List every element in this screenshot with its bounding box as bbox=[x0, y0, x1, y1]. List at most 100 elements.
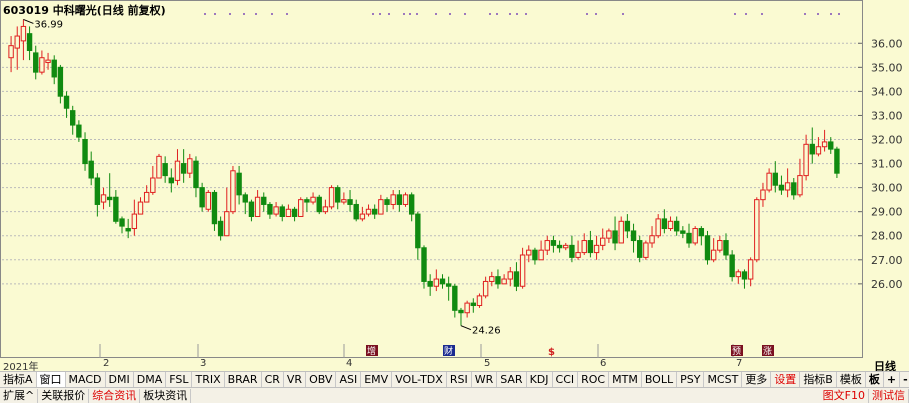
candle-body bbox=[70, 110, 76, 126]
candle-body bbox=[131, 213, 138, 230]
indicator-tab[interactable]: VOL-TDX bbox=[392, 372, 447, 388]
rights-dot bbox=[525, 13, 527, 15]
candle-body bbox=[187, 158, 193, 174]
candle-body bbox=[532, 249, 538, 261]
indicator-tab[interactable]: ROC bbox=[578, 372, 610, 388]
candle-body bbox=[254, 196, 261, 217]
period-label[interactable]: 日线 bbox=[874, 360, 896, 373]
template-button[interactable]: 模板 bbox=[837, 372, 866, 388]
y-tick-label: 26.00 bbox=[871, 278, 903, 291]
candle-body bbox=[680, 230, 686, 234]
candle-body bbox=[359, 213, 366, 220]
bottom-tab[interactable]: 综合资讯 bbox=[89, 388, 141, 403]
candle-body bbox=[224, 211, 230, 237]
indicator-tab[interactable]: MCST bbox=[704, 372, 743, 388]
candle-body bbox=[39, 57, 45, 73]
event-marker-box bbox=[443, 345, 455, 356]
candle-body bbox=[519, 254, 526, 287]
candle-body bbox=[45, 59, 51, 64]
indicator-tab[interactable]: PSY bbox=[677, 372, 705, 388]
indicator-tab[interactable]: WR bbox=[472, 372, 498, 388]
candle-body bbox=[692, 228, 698, 244]
rights-dot bbox=[271, 13, 273, 15]
candle-body bbox=[316, 196, 322, 213]
candle-body bbox=[273, 206, 279, 215]
zoom-in-button[interactable]: + bbox=[884, 372, 901, 388]
zoom-out-button[interactable]: - bbox=[900, 372, 909, 388]
indicator-tab[interactable]: RSI bbox=[447, 372, 472, 388]
candle-body bbox=[150, 177, 156, 193]
candle-body bbox=[778, 184, 785, 191]
f10-button[interactable]: 图文F10 bbox=[820, 388, 869, 403]
bottom-tab[interactable]: 关联报价 bbox=[38, 388, 90, 403]
event-marker-box bbox=[366, 345, 378, 356]
indicator-tab[interactable]: DMA bbox=[134, 372, 167, 388]
candle-body bbox=[384, 199, 390, 205]
indicator-tab[interactable]: 更多 bbox=[742, 372, 772, 388]
candle-body bbox=[754, 199, 760, 261]
bottom-tab[interactable]: 扩展^ bbox=[0, 388, 39, 403]
event-marker: 涨 bbox=[763, 346, 772, 357]
candle-body bbox=[279, 206, 285, 217]
rights-dot bbox=[435, 13, 437, 15]
y-tick-label: 36.00 bbox=[871, 37, 903, 50]
candle-body bbox=[230, 170, 236, 213]
candle-body bbox=[575, 252, 581, 258]
candle-body bbox=[162, 163, 168, 177]
candle-body bbox=[637, 240, 643, 258]
indicator-tab[interactable]: VR bbox=[284, 372, 307, 388]
rights-dot bbox=[489, 13, 491, 15]
candle-body bbox=[476, 295, 483, 307]
rights-dot bbox=[830, 13, 832, 15]
indicator-tab[interactable]: SAR bbox=[497, 372, 527, 388]
event-marker: 增 bbox=[367, 345, 376, 357]
board-button[interactable]: 板 bbox=[866, 372, 884, 388]
candle-body bbox=[538, 249, 544, 261]
indicator-b-button[interactable]: 指标B bbox=[800, 372, 837, 388]
candle-body bbox=[335, 187, 341, 203]
indicator-tab[interactable]: CR bbox=[262, 372, 284, 388]
event-marker: 财 bbox=[444, 345, 453, 357]
candlestick-svg[interactable]: 36.00 35.00 34.00 33.00 32.00 31.00 30.00 29.00… bbox=[0, 0, 909, 358]
indicator-tab[interactable]: 设置 bbox=[771, 372, 801, 388]
event-marker-box bbox=[731, 345, 743, 356]
candle-body bbox=[421, 247, 427, 282]
candle-body bbox=[507, 271, 513, 280]
indicator-tab[interactable]: MACD bbox=[66, 372, 106, 388]
indicator-tab[interactable]: KDJ bbox=[527, 372, 553, 388]
candle-body bbox=[328, 187, 335, 208]
candle-body bbox=[624, 220, 631, 232]
candle-body bbox=[211, 191, 218, 225]
indicator-tab[interactable]: MTM bbox=[609, 372, 642, 388]
indicator-tab[interactable]: BRAR bbox=[225, 372, 262, 388]
candle-body bbox=[667, 220, 674, 230]
indicator-tab[interactable]: TRIX bbox=[192, 372, 225, 388]
candle-body bbox=[63, 95, 70, 109]
rights-dot bbox=[416, 13, 418, 15]
y-tick-label: 29.00 bbox=[871, 206, 903, 219]
high-price-label: 36.99 bbox=[34, 19, 63, 30]
rights-dot bbox=[761, 13, 763, 15]
indicator-tab[interactable]: BOLL bbox=[642, 372, 678, 388]
indicator-tab[interactable]: ASI bbox=[336, 372, 362, 388]
event-marker-box bbox=[762, 345, 774, 356]
chart-frame bbox=[0, 0, 863, 358]
indicator-tab[interactable]: DMI bbox=[106, 372, 134, 388]
bottom-tab[interactable]: 板块资讯 bbox=[140, 388, 192, 403]
rights-dot bbox=[496, 13, 498, 15]
indicator-tab[interactable]: 指标A bbox=[0, 372, 37, 388]
indicator-tab[interactable]: EMV bbox=[361, 372, 393, 388]
rights-dot bbox=[586, 13, 588, 15]
rights-dot bbox=[204, 13, 206, 15]
indicator-tab[interactable]: CCI bbox=[553, 372, 579, 388]
indicator-tab[interactable]: FSL bbox=[166, 372, 193, 388]
indicator-tab[interactable]: OBV bbox=[306, 372, 337, 388]
candle-body bbox=[710, 249, 717, 261]
candle-body bbox=[495, 276, 501, 285]
indicator-tab[interactable]: 窗口 bbox=[36, 372, 66, 388]
info-button[interactable]: 测试信 bbox=[869, 388, 909, 403]
candle-body bbox=[113, 196, 119, 222]
kline-chart[interactable]: 36.00 35.00 34.00 33.00 32.00 31.00 30.00 29.00… bbox=[0, 0, 909, 358]
candle-body bbox=[94, 177, 101, 205]
date-label: 4 bbox=[346, 358, 353, 369]
